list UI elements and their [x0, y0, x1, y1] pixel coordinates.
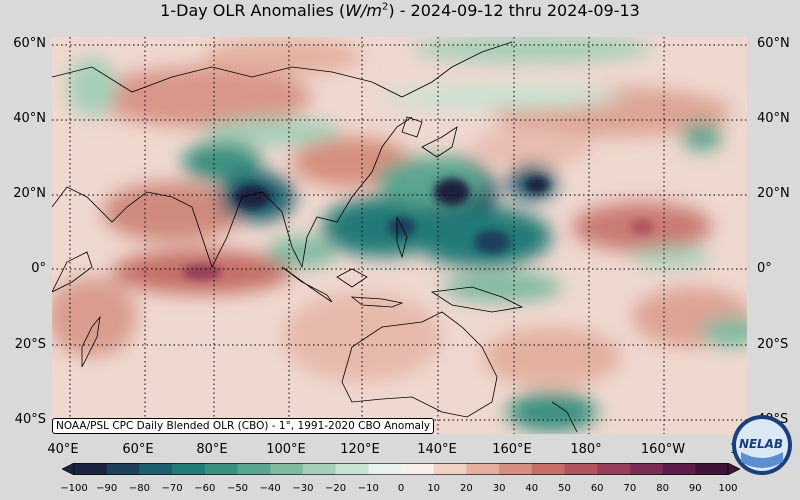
colorbar-frame: [73, 463, 729, 475]
colorbar-segment: [204, 463, 238, 475]
colorbar-segment: [270, 463, 304, 475]
lon-label: 180°: [570, 442, 602, 457]
lat-label-right: 20°N: [757, 186, 790, 201]
lat-label-left: 40°S: [14, 412, 46, 427]
lon-label: 40°E: [47, 442, 79, 457]
colorbar-segment: [172, 463, 206, 475]
colorbar-segment: [597, 463, 631, 475]
lat-label-left: 0°: [31, 261, 46, 276]
logo-text-a: NE: [739, 437, 758, 451]
colorbar-segment: [335, 463, 369, 475]
colorbar-segment: [74, 463, 108, 475]
colorbar-tick-label: −20: [325, 483, 347, 494]
colorbar-segment: [499, 463, 533, 475]
lon-label: 140°E: [417, 442, 457, 457]
colorbar-tick-label: −90: [96, 483, 118, 494]
lat-label-left: 20°S: [14, 337, 46, 352]
lon-label: 60°E: [122, 442, 154, 457]
lat-label-right: 20°S: [757, 337, 789, 352]
colorbar-segment: [401, 463, 435, 475]
colorbar-segment: [433, 463, 467, 475]
lat-label-left: 60°N: [13, 36, 46, 51]
lon-label: 160°W: [640, 442, 686, 457]
lat-label-right: 60°N: [757, 36, 790, 51]
colorbar-segment: [695, 463, 729, 475]
colorbar-segment: [662, 463, 696, 475]
colorbar-segment: [302, 463, 337, 475]
colorbar-segment: [564, 463, 598, 475]
colorbar-tick-label: 90: [688, 483, 702, 494]
colorbar-segment: [368, 463, 402, 475]
colorbar-segment: [237, 463, 271, 475]
colorbar-tick-label: 100: [718, 483, 738, 494]
colorbar-tick-label: −70: [161, 483, 183, 494]
lat-label-left: 20°N: [13, 186, 46, 201]
lon-label: 160°E: [492, 442, 532, 457]
coastlines: [52, 41, 578, 433]
colorbar-tick-label: −40: [259, 483, 281, 494]
colorbar-tick-label: −10: [357, 483, 379, 494]
colorbar-segment: [466, 463, 500, 475]
lon-label: 80°E: [196, 442, 228, 457]
colorbar-segment: [106, 463, 140, 475]
colorbar-tick-label: 40: [525, 483, 539, 494]
lat-label-right: 40°N: [757, 111, 790, 126]
anomaly-cores: [182, 177, 654, 280]
colorbar-segment: [139, 463, 173, 475]
colorbar-tick-label: −50: [226, 483, 249, 494]
logo-text-b: LAB: [757, 437, 783, 451]
colorbar-tick-label: 30: [492, 483, 506, 494]
data-source-credit: NOAA/PSL CPC Daily Blended OLR (CBO) - 1…: [52, 418, 435, 434]
anomaly-field: [52, 37, 747, 432]
colorbar-tick-label: 60: [590, 483, 604, 494]
colorbar-tick-label: −60: [194, 483, 216, 494]
colorbar-tick-label: −30: [292, 483, 314, 494]
noaa-psl-logo: NE LAB: [732, 415, 792, 475]
lon-label: 100°E: [266, 442, 306, 457]
olr-anomaly-map: [52, 37, 747, 434]
lat-label-right: 0°: [757, 261, 772, 276]
colorbar-segment: [531, 463, 565, 475]
colorbar-tick-label: 10: [427, 483, 441, 494]
colorbar-tick-label: 20: [460, 483, 473, 494]
colorbar-min-extend: [62, 463, 75, 475]
colorbar-tick-label: 80: [656, 483, 669, 494]
lat-label-left: 40°N: [13, 111, 46, 126]
colorbar: [62, 463, 740, 475]
colorbar-tick-label: −100: [60, 483, 88, 494]
colorbar-tick-label: 70: [623, 483, 637, 494]
colorbar-tick-label: 0: [397, 483, 405, 494]
map-title: 1-Day OLR Anomalies (W/m2) - 2024-09-12 …: [160, 1, 640, 20]
colorbar-segment: [629, 463, 664, 475]
colorbar-tick-label: −80: [128, 483, 150, 494]
colorbar-tick-label: 50: [558, 483, 571, 494]
lon-label: 120°E: [340, 442, 380, 457]
